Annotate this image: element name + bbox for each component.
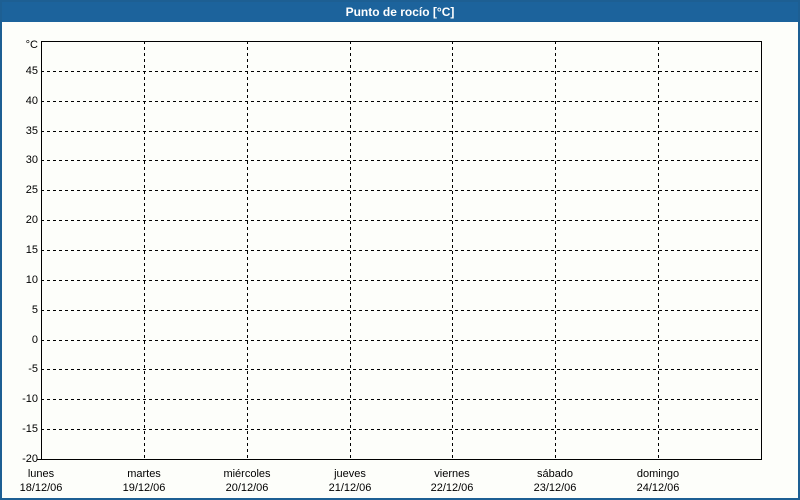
title-bar: Punto de rocío [°C] <box>2 2 798 22</box>
chart-title: Punto de rocío [°C] <box>345 5 455 19</box>
plot-border <box>41 41 762 460</box>
